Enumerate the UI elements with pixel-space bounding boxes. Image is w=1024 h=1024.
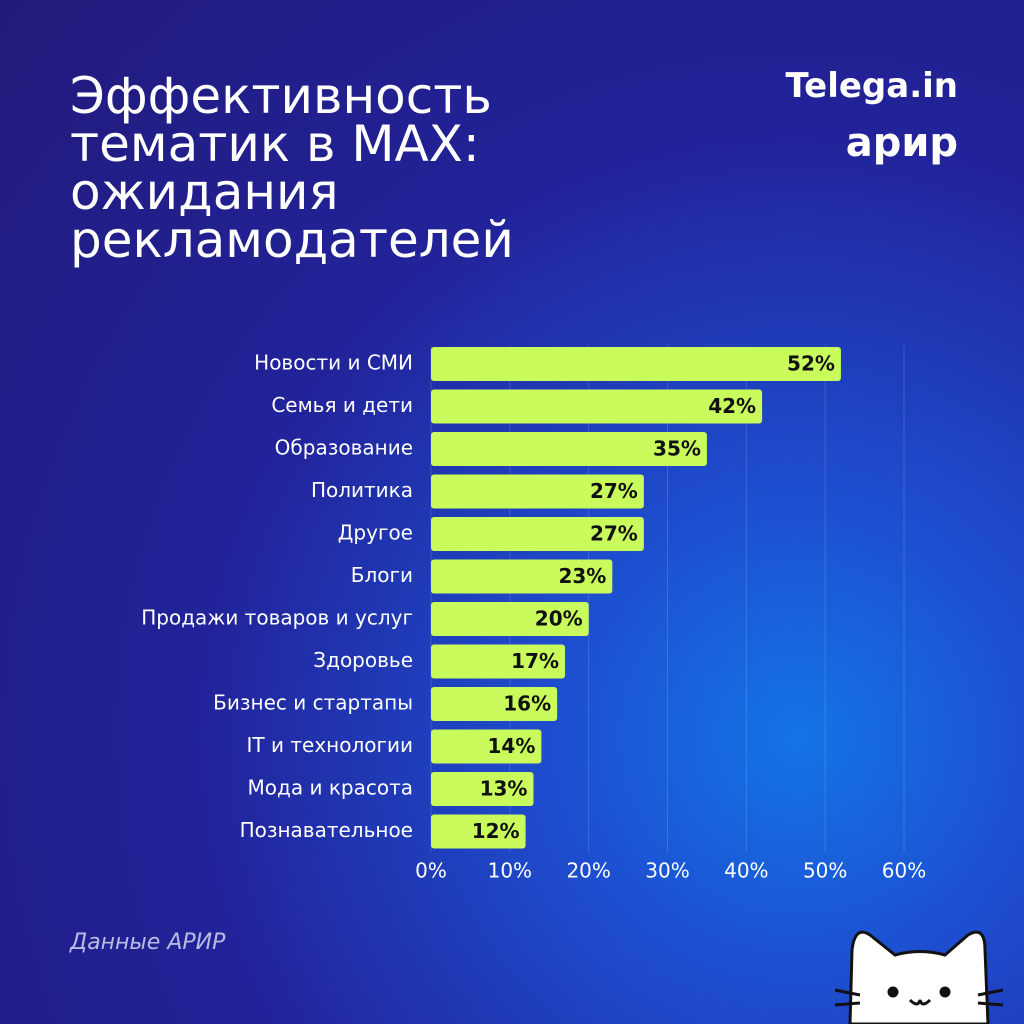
bar [431, 389, 763, 424]
y-tick-label: Другое [338, 521, 413, 545]
x-tick-label: 10% [488, 859, 532, 883]
bar [431, 687, 558, 721]
value-label: 17% [511, 649, 559, 673]
chart-title: Эффективность тематик в MAX: ожидания ре… [70, 67, 514, 269]
cat-illustration [834, 930, 1004, 1024]
value-label: 12% [472, 819, 520, 843]
brand-logo: Telega.in [785, 66, 958, 106]
source-note: Данные АРИР [70, 930, 226, 955]
bar [431, 474, 644, 509]
value-label: 27% [590, 479, 638, 503]
y-tick-label: Семья и дети [271, 393, 413, 417]
bar [431, 347, 841, 381]
x-tick-label: 30% [645, 859, 689, 883]
value-label: 14% [487, 734, 535, 758]
x-tick-label: 60% [882, 859, 926, 883]
y-tick-label: Продажи товаров и услуг [141, 606, 413, 630]
y-tick-label: Блоги [351, 563, 413, 587]
value-label: 16% [503, 692, 551, 716]
value-label: 42% [708, 394, 756, 418]
bar [431, 602, 589, 636]
bar [431, 517, 644, 551]
value-label: 23% [558, 564, 606, 588]
y-tick-label: IT и технологии [247, 733, 413, 757]
y-tick-label: Бизнес и стартапы [213, 691, 413, 715]
bar [431, 772, 534, 806]
y-tick-label: Мода и красота [248, 776, 413, 800]
x-tick-label: 0% [415, 859, 447, 883]
bar [431, 729, 542, 764]
x-tick-label: 50% [803, 859, 847, 883]
x-tick-label: 40% [724, 859, 768, 883]
value-label: 13% [480, 777, 528, 801]
value-label: 35% [653, 437, 701, 461]
y-tick-label: Образование [275, 436, 413, 460]
value-label: 27% [590, 522, 638, 546]
y-tick-label: Политика [311, 478, 413, 502]
y-tick-label: Здоровье [313, 648, 413, 672]
y-tick-label: Познавательное [240, 818, 413, 842]
bar [431, 559, 613, 594]
brand-logo: арир [845, 120, 958, 166]
value-label: 20% [535, 607, 583, 631]
bar [431, 432, 707, 466]
value-label: 52% [787, 352, 835, 376]
bar [431, 814, 526, 849]
x-tick-label: 20% [566, 859, 610, 883]
bar [431, 644, 566, 679]
y-tick-label: Новости и СМИ [254, 351, 413, 375]
